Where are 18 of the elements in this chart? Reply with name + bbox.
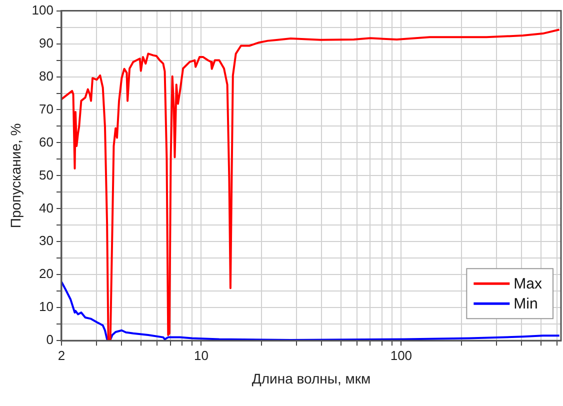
x-axis-title: Длина волны, мкм	[252, 370, 371, 386]
y-tick-label: 20	[39, 266, 54, 282]
y-tick-label: 30	[39, 233, 54, 248]
y-tick-label: 100	[32, 2, 54, 18]
y-tick-label: 80	[39, 68, 54, 84]
x-tick-label: 100	[390, 348, 412, 363]
legend-label: Min	[514, 296, 538, 313]
y-axis-title: Пропускание, %	[7, 123, 24, 228]
legend-label: Max	[514, 276, 542, 293]
x-tick-label: 2	[58, 348, 66, 363]
y-tick-label: 40	[39, 200, 54, 216]
x-tick-label: 10	[194, 348, 208, 363]
y-tick-label: 10	[39, 299, 54, 314]
y-tick-label: 0	[46, 332, 54, 348]
y-tick-label: 90	[39, 35, 54, 50]
y-tick-label: 70	[39, 101, 54, 116]
y-tick-label: 50	[39, 167, 54, 182]
y-tick-label: 60	[39, 134, 54, 150]
